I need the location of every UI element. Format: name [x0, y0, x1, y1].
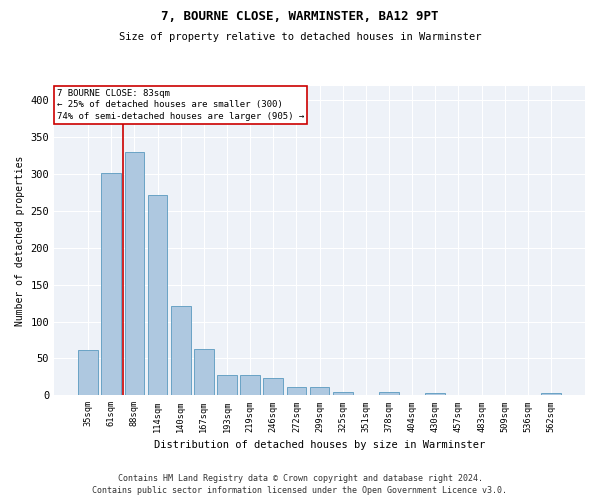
- X-axis label: Distribution of detached houses by size in Warminster: Distribution of detached houses by size …: [154, 440, 485, 450]
- Bar: [241, 376, 260, 396]
- Bar: [541, 393, 561, 396]
- Text: Size of property relative to detached houses in Warminster: Size of property relative to detached ho…: [119, 32, 481, 42]
- Bar: [217, 374, 237, 396]
- Bar: [148, 196, 167, 396]
- Text: 7 BOURNE CLOSE: 83sqm
← 25% of detached houses are smaller (300)
74% of semi-det: 7 BOURNE CLOSE: 83sqm ← 25% of detached …: [57, 88, 304, 121]
- Text: 7, BOURNE CLOSE, WARMINSTER, BA12 9PT: 7, BOURNE CLOSE, WARMINSTER, BA12 9PT: [161, 10, 439, 23]
- Bar: [310, 387, 329, 396]
- Bar: [78, 350, 98, 396]
- Y-axis label: Number of detached properties: Number of detached properties: [15, 155, 25, 326]
- Bar: [379, 392, 399, 396]
- Bar: [263, 378, 283, 396]
- Bar: [287, 387, 306, 396]
- Bar: [171, 306, 191, 396]
- Text: Contains HM Land Registry data © Crown copyright and database right 2024.
Contai: Contains HM Land Registry data © Crown c…: [92, 474, 508, 495]
- Bar: [101, 172, 121, 396]
- Bar: [125, 152, 144, 396]
- Bar: [425, 393, 445, 396]
- Bar: [194, 349, 214, 396]
- Bar: [333, 392, 353, 396]
